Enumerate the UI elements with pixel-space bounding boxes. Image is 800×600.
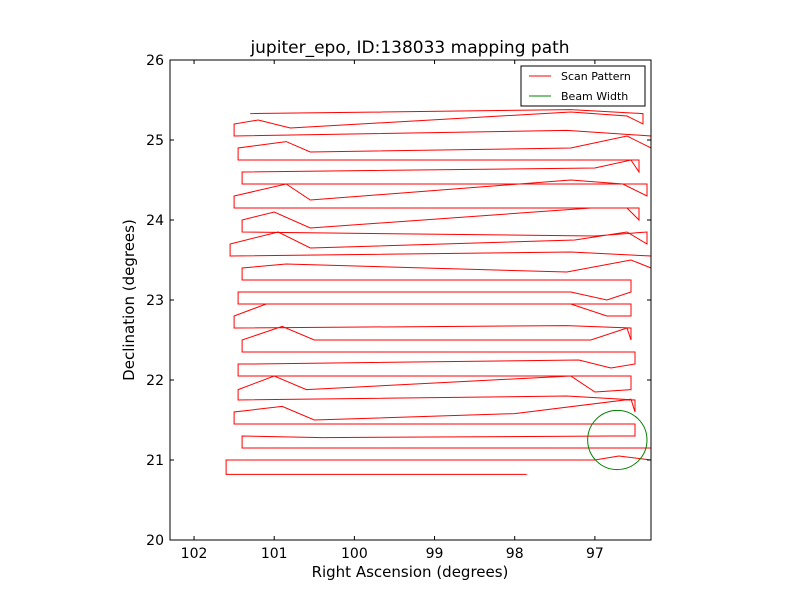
y-tick-label: 23: [146, 293, 164, 309]
y-tick-label: 21: [146, 453, 164, 469]
chart-title: jupiter_epo, ID:138033 mapping path: [249, 38, 569, 58]
x-tick-label: 99: [426, 546, 444, 562]
x-axis-label: Right Ascension (degrees): [312, 563, 509, 581]
legend-box: [520, 65, 646, 107]
legend-label-beam: Beam Width: [561, 90, 628, 103]
x-tick-label: 102: [181, 546, 208, 562]
x-tick-label: 97: [586, 546, 604, 562]
legend-label-scan: Scan Pattern: [561, 70, 631, 83]
x-tick-label: 100: [341, 546, 368, 562]
x-tick-label: 101: [261, 546, 288, 562]
legend: Scan Pattern Beam Width: [520, 65, 646, 107]
beam-width-circle: [587, 409, 648, 471]
y-tick-label: 20: [146, 533, 164, 549]
plot-frame: [169, 59, 652, 541]
y-axis-label: Declination (degrees): [120, 219, 138, 381]
y-tick-label: 24: [146, 213, 164, 229]
plot-area: [225, 109, 652, 475]
axis-ticks: 102 101 100 99 98 97 20 21 22 23 24 25 26: [146, 53, 651, 562]
x-tick-label: 98: [506, 546, 524, 562]
y-tick-label: 26: [146, 53, 164, 69]
y-tick-label: 25: [146, 133, 164, 149]
y-tick-label: 22: [146, 373, 164, 389]
series-line-scan-pattern: [225, 109, 652, 475]
